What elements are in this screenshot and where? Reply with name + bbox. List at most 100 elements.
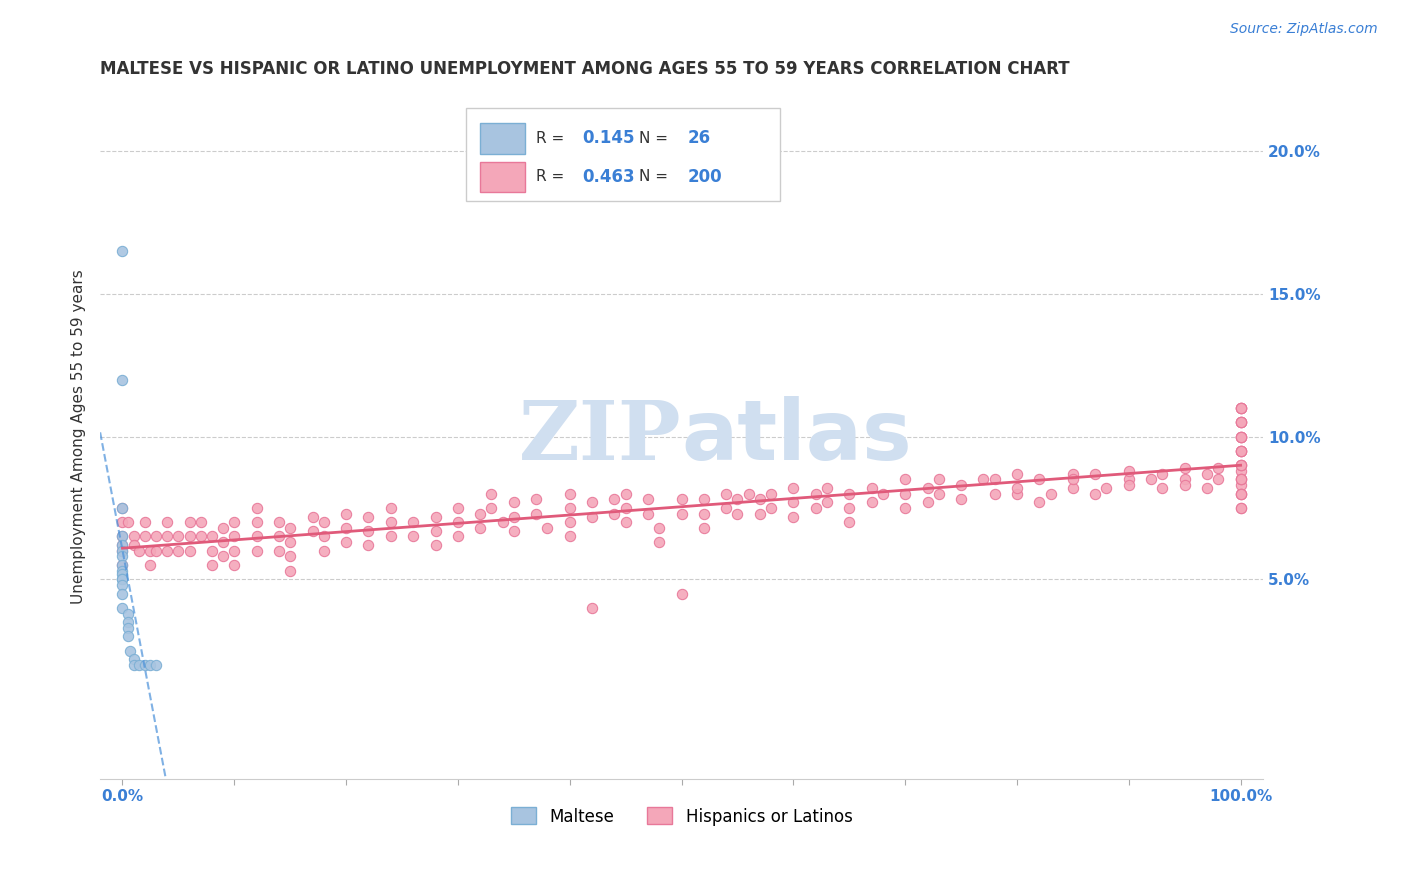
Point xyxy=(470,507,492,521)
Point xyxy=(128,657,150,672)
Point xyxy=(246,515,269,529)
Point xyxy=(1229,401,1251,416)
FancyBboxPatch shape xyxy=(467,108,780,201)
Point xyxy=(179,529,201,543)
Point xyxy=(950,478,973,492)
Point xyxy=(1229,444,1251,458)
Point xyxy=(1152,467,1174,481)
Point xyxy=(950,492,973,507)
Point xyxy=(1118,478,1140,492)
Point xyxy=(502,524,524,538)
Point xyxy=(122,657,145,672)
Text: 0.463: 0.463 xyxy=(582,168,636,186)
Point xyxy=(492,515,515,529)
Point xyxy=(1229,458,1251,473)
Point xyxy=(278,564,301,578)
Point xyxy=(111,529,134,543)
Point xyxy=(190,515,212,529)
Point xyxy=(782,495,804,509)
Point xyxy=(1028,495,1050,509)
Point xyxy=(1084,486,1107,500)
Point xyxy=(122,538,145,552)
Point xyxy=(246,529,269,543)
Point xyxy=(145,543,167,558)
Point xyxy=(122,652,145,666)
Point xyxy=(128,543,150,558)
Point xyxy=(693,492,716,507)
Point xyxy=(1152,481,1174,495)
Point xyxy=(122,529,145,543)
Point xyxy=(637,507,659,521)
Point xyxy=(301,524,323,538)
Point xyxy=(894,486,917,500)
Point xyxy=(637,492,659,507)
Point xyxy=(1118,464,1140,478)
Point xyxy=(120,643,142,657)
Point xyxy=(838,500,860,515)
Point xyxy=(1174,478,1197,492)
Point xyxy=(502,509,524,524)
Point xyxy=(111,529,134,543)
Point xyxy=(759,500,782,515)
Point xyxy=(117,621,139,635)
Point xyxy=(815,481,838,495)
Point xyxy=(860,495,883,509)
Point xyxy=(111,373,134,387)
Point xyxy=(111,538,134,552)
Point xyxy=(614,486,637,500)
Text: R =: R = xyxy=(536,169,569,184)
Point xyxy=(1229,486,1251,500)
Point xyxy=(1118,473,1140,487)
Point xyxy=(357,509,380,524)
Point xyxy=(1174,473,1197,487)
Point xyxy=(111,538,134,552)
Point xyxy=(139,657,162,672)
Point xyxy=(716,486,738,500)
Point xyxy=(1229,464,1251,478)
Point xyxy=(212,521,235,535)
Point xyxy=(614,500,637,515)
Point xyxy=(201,529,224,543)
Text: MALTESE VS HISPANIC OR LATINO UNEMPLOYMENT AMONG AGES 55 TO 59 YEARS CORRELATION: MALTESE VS HISPANIC OR LATINO UNEMPLOYME… xyxy=(100,60,1070,78)
Point xyxy=(727,492,749,507)
Point xyxy=(111,566,134,581)
Point xyxy=(872,486,894,500)
Point xyxy=(1062,473,1084,487)
Point xyxy=(1229,416,1251,430)
Point xyxy=(917,495,939,509)
Text: N =: N = xyxy=(638,169,672,184)
Point xyxy=(111,244,134,259)
Point xyxy=(1229,430,1251,444)
Point xyxy=(671,492,693,507)
Point xyxy=(167,529,190,543)
Point xyxy=(1062,481,1084,495)
Point xyxy=(1229,473,1251,487)
Point xyxy=(167,543,190,558)
Point xyxy=(312,529,335,543)
Point xyxy=(536,521,558,535)
Point xyxy=(1229,401,1251,416)
Point xyxy=(481,500,503,515)
Point xyxy=(1229,401,1251,416)
Point xyxy=(1229,416,1251,430)
Point xyxy=(558,500,581,515)
Point xyxy=(727,507,749,521)
Point xyxy=(224,529,246,543)
Point xyxy=(190,529,212,543)
Point xyxy=(581,509,603,524)
Point xyxy=(1005,481,1028,495)
Point xyxy=(224,558,246,572)
Point xyxy=(1229,478,1251,492)
Point xyxy=(111,543,134,558)
Point xyxy=(1229,500,1251,515)
Point xyxy=(134,657,156,672)
Point xyxy=(748,507,770,521)
Point xyxy=(983,486,1005,500)
Point xyxy=(928,486,950,500)
Point xyxy=(335,535,357,549)
Point xyxy=(648,521,671,535)
Point xyxy=(671,586,693,600)
Point xyxy=(111,600,134,615)
Point xyxy=(470,521,492,535)
Point xyxy=(301,509,323,524)
